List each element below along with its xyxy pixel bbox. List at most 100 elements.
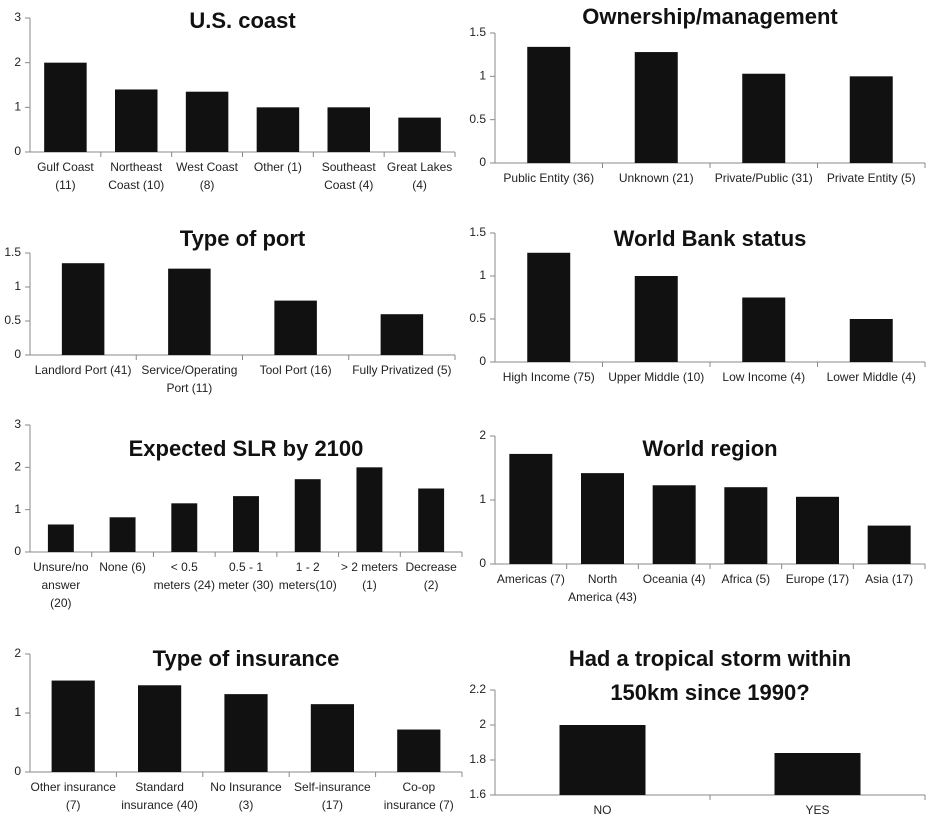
bar [398,117,441,152]
x-tick-label-box: Northeast Coast (10) [108,160,165,192]
x-tick-label: Unknown (21) [618,171,694,185]
y-tick-label: 1.5 [469,225,486,239]
chart-title-box: World Bank status [613,226,807,251]
chart-title: Type of port [179,226,306,251]
x-tick-label-box: Decrease (2) [405,560,457,592]
x-tick-label: Standard insurance (40) [121,780,198,812]
bar [274,300,317,355]
y-tick-label: 3 [14,417,21,431]
x-tick-label: Service/Operating Port (11) [141,363,238,395]
bar [138,685,182,772]
y-tick-label: 1 [479,492,486,506]
y-tick-label: 1 [14,705,21,719]
x-tick-label: Co-op insurance (7) [383,780,454,812]
x-tick-label: Private Entity (5) [826,171,916,185]
y-tick-label: 3 [14,10,21,24]
chart-title-box: Ownership/management [582,4,838,29]
y-tick-label: 1 [479,268,486,282]
x-tick-label-box: Upper Middle (10) [608,370,705,384]
chart-title-box: World region [642,436,777,461]
bar [527,46,571,163]
x-tick-label-box: Asia (17) [865,572,913,586]
x-tick-label: Other insurance (7) [30,780,116,812]
x-tick-label: High Income (75) [502,370,595,384]
x-tick-label-box: Private Entity (5) [826,171,916,185]
bar [559,725,646,795]
bar [185,91,229,152]
x-tick-label: > 2 meters (1) [340,560,398,592]
x-tick-label: Gulf Coast (11) [37,160,94,192]
x-tick-label: Private/Public (31) [714,171,813,185]
x-tick-label-box: Private/Public (31) [714,171,813,185]
x-tick-label: West Coast (8) [176,160,238,192]
bar [61,263,105,355]
bar [634,52,678,163]
x-tick-label-box: Other insurance (7) [30,780,116,812]
chart-title-box: U.S. coast [189,8,295,33]
x-tick-label-box: West Coast (8) [176,160,238,192]
x-tick-label-box: Public Entity (36) [503,171,595,185]
x-tick-label: Europe (17) [785,572,850,586]
y-tick-label: 0.5 [4,313,21,327]
x-tick-label: Lower Middle (4) [826,370,916,384]
x-tick-label-box: < 0.5 meters (24) [154,560,215,592]
bar [109,517,136,552]
x-tick-label: None (6) [99,560,146,574]
bar [867,525,911,564]
x-tick-label-box: Self-insurance (17) [294,780,371,812]
bar [310,704,354,772]
bar [327,107,370,152]
x-tick-label-box: Gulf Coast (11) [37,160,94,192]
chart-title-box: Had a tropical storm within 150km since … [568,646,852,705]
chart-title: Type of insurance [152,646,340,671]
bar [168,268,211,355]
x-tick-label-box: Service/Operating Port (11) [141,363,238,395]
chart-title: Expected SLR by 2100 [128,436,364,461]
x-tick-label: 1 - 2 meters(10) [278,560,337,592]
chart-title: World Bank status [613,226,807,251]
y-tick-label: 2 [479,428,486,442]
bar [796,496,839,564]
y-tick-label: 1.5 [469,25,486,39]
bar [652,485,696,564]
x-tick-label-box: North America (43) [568,572,637,604]
bar [115,89,158,152]
y-tick-label: 0.5 [469,112,486,126]
x-tick-label: Upper Middle (10) [608,370,705,384]
y-tick-label: 2 [14,55,21,69]
bar [774,753,861,795]
x-tick-label-box: Lower Middle (4) [826,370,916,384]
x-tick-label-box: Americas (7) [497,572,565,586]
y-tick-label: 0 [14,144,21,158]
x-tick-label-box: Other (1) [254,160,302,174]
bar [47,524,74,552]
y-tick-label: 1.5 [4,245,21,259]
bar [397,729,441,772]
y-tick-label: 1 [479,69,486,83]
x-tick-label: Self-insurance (17) [294,780,371,812]
x-tick-label: North America (43) [568,572,637,604]
x-tick-label: No Insurance (3) [210,780,282,812]
x-tick-label: Northeast Coast (10) [108,160,165,192]
x-tick-label: Fully Privatized (5) [352,363,452,377]
chart-title: Had a tropical storm within 150km since … [568,646,852,705]
bar [233,496,259,552]
x-tick-label: Public Entity (36) [503,171,595,185]
x-tick-label: Tool Port (16) [259,363,332,377]
x-tick-label-box: Great Lakes (4) [387,160,452,192]
x-tick-label-box: Southeast Coast (4) [322,160,376,192]
y-tick-label: 0 [14,764,21,778]
bar [171,503,198,552]
x-tick-label-box: YES [805,803,829,817]
x-tick-label-box: Unsure/no answer (20) [33,560,88,610]
chart-title-box: Expected SLR by 2100 [128,436,364,461]
x-tick-label-box: 1 - 2 meters(10) [278,560,337,592]
bar [294,479,321,552]
y-tick-label: 0 [479,354,486,368]
x-tick-label-box: Tool Port (16) [259,363,332,377]
x-tick-label-box: Low Income (4) [722,370,805,384]
x-tick-label-box: None (6) [99,560,146,574]
bar [256,107,300,152]
x-tick-label: Decrease (2) [405,560,457,592]
